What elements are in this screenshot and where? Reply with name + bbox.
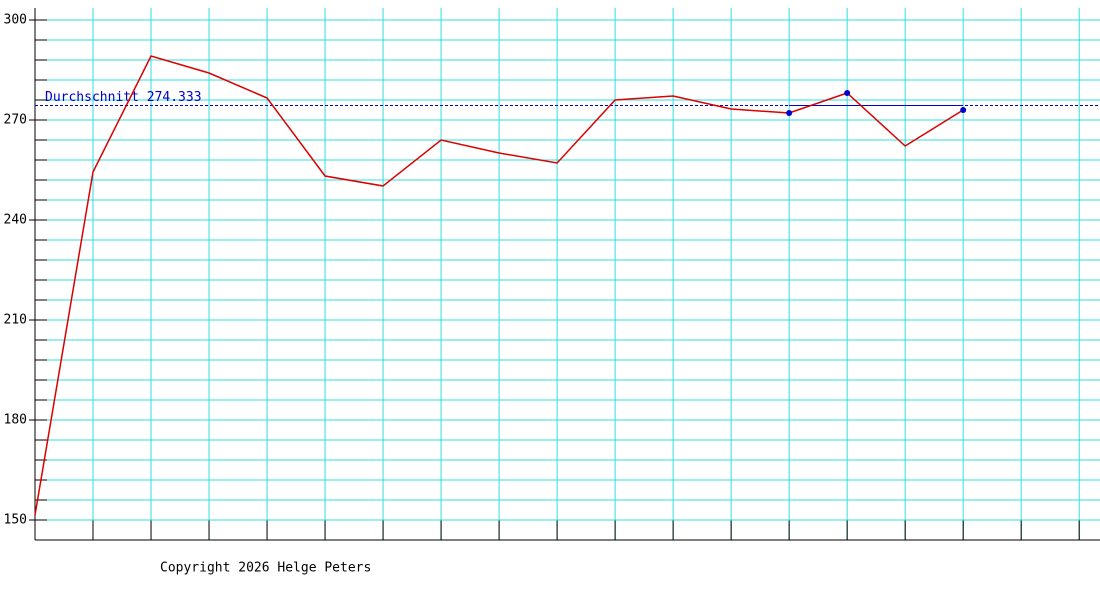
y-tick-label: 210 xyxy=(4,313,27,328)
y-tick-label: 180 xyxy=(4,413,27,428)
series-line xyxy=(34,55,964,516)
highlight-marker xyxy=(960,107,967,113)
y-tick-label: 240 xyxy=(4,213,27,228)
y-tick-label: 150 xyxy=(4,513,27,528)
highlight-marker xyxy=(786,110,793,116)
highlight-marker xyxy=(844,90,851,96)
average-label: Durchschnitt 274.333 xyxy=(45,90,202,105)
y-tick-label: 270 xyxy=(4,113,27,128)
y-tick-label: 300 xyxy=(4,13,27,28)
footer: Copyright 2026 Helge Peters xyxy=(160,561,371,576)
